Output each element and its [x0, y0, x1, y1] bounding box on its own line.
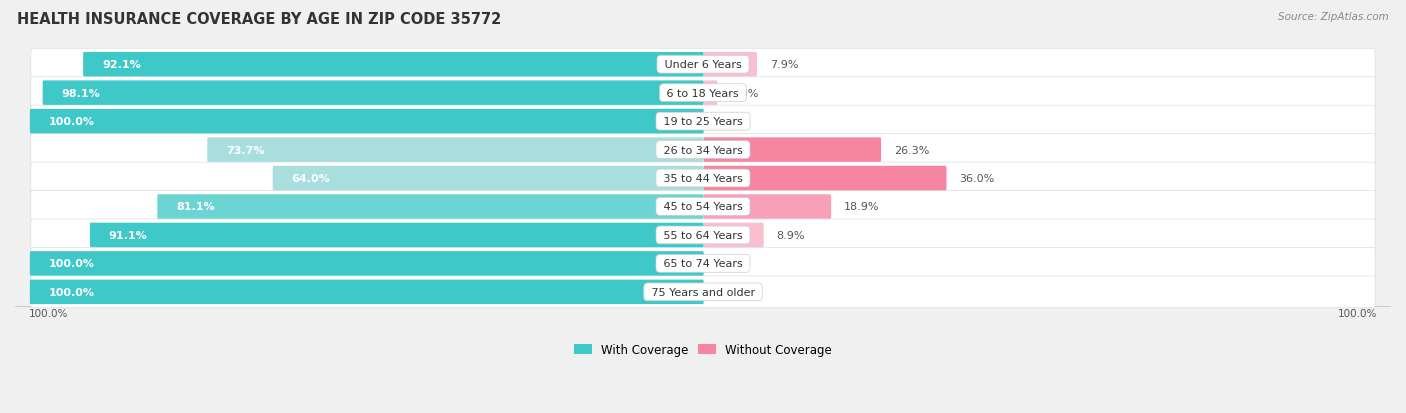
FancyBboxPatch shape [31, 49, 1375, 81]
FancyBboxPatch shape [703, 53, 756, 77]
FancyBboxPatch shape [703, 81, 717, 106]
FancyBboxPatch shape [42, 81, 703, 106]
FancyBboxPatch shape [31, 248, 1375, 280]
Text: 81.1%: 81.1% [176, 202, 215, 212]
Text: 19 to 25 Years: 19 to 25 Years [659, 117, 747, 127]
Text: 64.0%: 64.0% [291, 173, 330, 184]
Text: 45 to 54 Years: 45 to 54 Years [659, 202, 747, 212]
Legend: With Coverage, Without Coverage: With Coverage, Without Coverage [569, 338, 837, 361]
Text: 7.9%: 7.9% [769, 60, 799, 70]
Text: 65 to 74 Years: 65 to 74 Years [659, 259, 747, 269]
Text: HEALTH INSURANCE COVERAGE BY AGE IN ZIP CODE 35772: HEALTH INSURANCE COVERAGE BY AGE IN ZIP … [17, 12, 501, 27]
Text: 92.1%: 92.1% [103, 60, 141, 70]
Text: 100.0%: 100.0% [49, 259, 94, 269]
Text: 26.3%: 26.3% [894, 145, 929, 155]
Text: 91.1%: 91.1% [108, 230, 148, 240]
Text: 2.0%: 2.0% [730, 88, 758, 98]
FancyBboxPatch shape [30, 252, 703, 276]
Text: Under 6 Years: Under 6 Years [661, 60, 745, 70]
FancyBboxPatch shape [31, 219, 1375, 251]
Text: 6 to 18 Years: 6 to 18 Years [664, 88, 742, 98]
Text: 100.0%: 100.0% [49, 287, 94, 297]
Text: 100.0%: 100.0% [28, 309, 67, 318]
Text: 55 to 64 Years: 55 to 64 Years [659, 230, 747, 240]
Text: 100.0%: 100.0% [1339, 309, 1378, 318]
FancyBboxPatch shape [157, 195, 703, 219]
FancyBboxPatch shape [273, 166, 703, 191]
Text: 0.0%: 0.0% [717, 259, 745, 269]
Text: 0.0%: 0.0% [717, 287, 745, 297]
Text: 36.0%: 36.0% [959, 173, 994, 184]
FancyBboxPatch shape [703, 195, 831, 219]
Text: 98.1%: 98.1% [62, 88, 100, 98]
FancyBboxPatch shape [31, 191, 1375, 223]
FancyBboxPatch shape [90, 223, 703, 247]
FancyBboxPatch shape [30, 109, 703, 134]
FancyBboxPatch shape [31, 134, 1375, 166]
FancyBboxPatch shape [207, 138, 703, 162]
Text: 75 Years and older: 75 Years and older [648, 287, 758, 297]
FancyBboxPatch shape [31, 78, 1375, 109]
FancyBboxPatch shape [31, 163, 1375, 195]
Text: 26 to 34 Years: 26 to 34 Years [659, 145, 747, 155]
Text: 8.9%: 8.9% [776, 230, 806, 240]
FancyBboxPatch shape [31, 276, 1375, 308]
FancyBboxPatch shape [83, 53, 703, 77]
FancyBboxPatch shape [31, 106, 1375, 138]
FancyBboxPatch shape [30, 280, 703, 304]
Text: 100.0%: 100.0% [49, 117, 94, 127]
FancyBboxPatch shape [703, 166, 946, 191]
Text: 18.9%: 18.9% [844, 202, 880, 212]
FancyBboxPatch shape [703, 138, 882, 162]
FancyBboxPatch shape [703, 223, 763, 247]
Text: 73.7%: 73.7% [226, 145, 264, 155]
Text: Source: ZipAtlas.com: Source: ZipAtlas.com [1278, 12, 1389, 22]
Text: 0.0%: 0.0% [717, 117, 745, 127]
Text: 35 to 44 Years: 35 to 44 Years [659, 173, 747, 184]
